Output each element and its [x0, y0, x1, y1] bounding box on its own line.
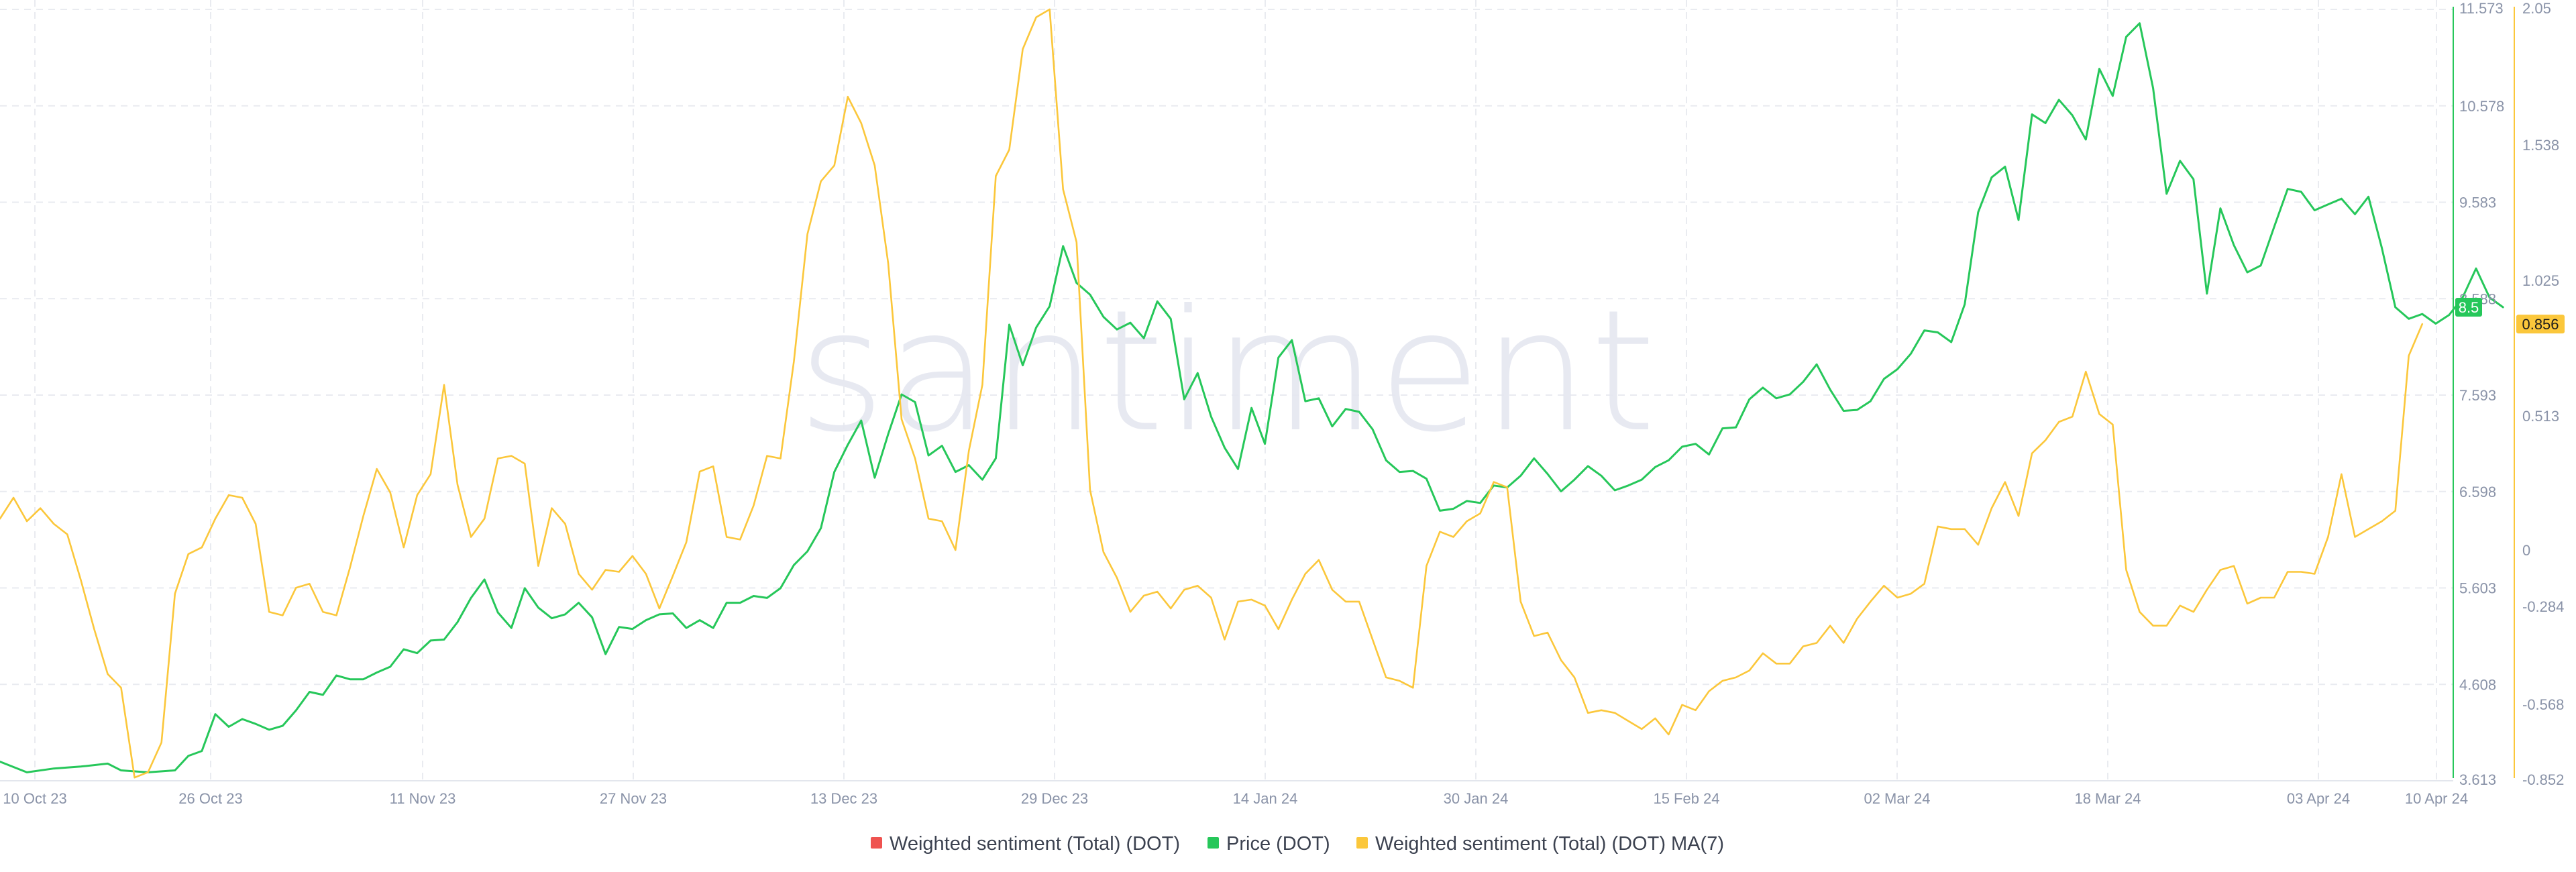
series-layer — [0, 8, 2504, 779]
last-value-badges: 8.5 0.856 — [2455, 297, 2565, 334]
price-tick-label: 5.603 — [2459, 580, 2496, 597]
x-tick-label: 30 Jan 24 — [1444, 790, 1509, 807]
price-dot-line — [0, 22, 2504, 773]
sentiment-axis-ticks: 2.05 1.538 1.025 0.513 0 -0.284 -0.568 -0.852 — [2522, 0, 2564, 788]
x-tick-label: 10 Oct 23 — [3, 790, 66, 807]
legend-label: Price (DOT) — [1226, 833, 1330, 855]
price-tick-label: 7.593 — [2459, 387, 2496, 404]
price-tick-label: 11.573 — [2459, 0, 2504, 17]
x-tick-label: 03 Apr 24 — [2287, 790, 2350, 807]
x-tick-label: 29 Dec 23 — [1021, 790, 1088, 807]
sentiment-tick-label: 0 — [2522, 542, 2530, 559]
x-tick-label: 10 Apr 24 — [2405, 790, 2468, 807]
x-tick-label: 02 Mar 24 — [1864, 790, 1930, 807]
x-tick-label: 15 Feb 24 — [1653, 790, 1719, 807]
gridlines — [0, 0, 2453, 781]
sentiment-tick-label: 0.513 — [2522, 408, 2559, 425]
x-tick-label: 26 Oct 23 — [178, 790, 242, 807]
legend-label: Weighted sentiment (Total) (DOT) — [890, 833, 1180, 855]
legend: Weighted sentiment (Total) (DOT) Price (D… — [871, 833, 1724, 855]
santiment-watermark: santiment — [798, 274, 1657, 469]
sentiment-tick-label: -0.568 — [2522, 696, 2564, 713]
ma7-last-value: 0.856 — [2522, 316, 2559, 333]
price-last-badge — [2455, 297, 2482, 317]
price-tick-label: 10.578 — [2459, 98, 2504, 115]
price-tick-label: 9.583 — [2459, 195, 2496, 211]
legend-swatch — [1208, 837, 1219, 849]
legend-label: Weighted sentiment (Total) (DOT) MA(7) — [1375, 833, 1724, 855]
x-tick-label: 18 Mar 24 — [2074, 790, 2141, 807]
price-axis-ticks: 11.57310.5789.5838.5887.5936.5985.6034.6… — [2459, 0, 2504, 788]
x-tick-label: 27 Nov 23 — [600, 790, 667, 807]
x-tick-label: 14 Jan 24 — [1233, 790, 1298, 807]
legend-swatch — [1356, 837, 1368, 849]
price-last-value: 8.5 — [2459, 299, 2479, 316]
x-axis-ticks: 10 Oct 23 26 Oct 23 11 Nov 23 27 Nov 23 13 D… — [3, 790, 2468, 807]
price-tick-label: 4.608 — [2459, 676, 2496, 693]
ma7-last-badge — [2516, 315, 2565, 334]
x-tick-label: 13 Dec 23 — [810, 790, 877, 807]
sentiment-tick-label: 2.05 — [2522, 0, 2551, 17]
sentiment-ma7-line — [0, 8, 2424, 779]
sentiment-tick-label: -0.284 — [2522, 598, 2564, 615]
x-tick-label: 11 Nov 23 — [390, 790, 456, 807]
sentiment-tick-label: -0.852 — [2522, 771, 2564, 788]
price-tick-label: 6.598 — [2459, 484, 2496, 500]
sentiment-tick-label: 1.025 — [2522, 272, 2559, 289]
legend-swatch — [871, 837, 882, 849]
price-tick-label: 3.613 — [2459, 771, 2496, 788]
sentiment-tick-label: 1.538 — [2522, 137, 2559, 154]
